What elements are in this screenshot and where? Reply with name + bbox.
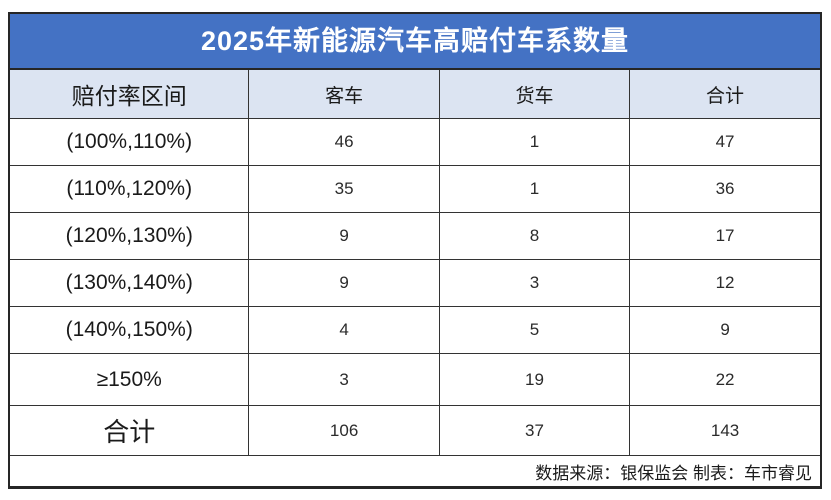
table-row: (120%,130%) 9 8 17 [10,212,820,260]
cell-truck: 3 [438,259,631,307]
source-row: 数据来源：银保监会 制表：车市睿见 [10,455,820,486]
cell-truck: 5 [438,306,631,354]
cell-bus: 9 [248,259,440,307]
cell-range: (140%,150%) [10,306,250,354]
cell-total: 36 [629,165,820,213]
total-row-total: 143 [629,405,820,456]
data-table: 赔付率区间 客车 货车 合计 (100%,110%) 46 1 47 (110%,120… [10,70,820,486]
cell-truck: 1 [438,165,631,213]
cell-total: 9 [629,306,820,354]
header-total: 合计 [629,70,820,119]
cell-range: (130%,140%) [10,259,250,307]
total-row-bus: 106 [248,405,440,456]
cell-total: 22 [629,353,820,406]
header-row: 赔付率区间 客车 货车 合计 [10,70,820,119]
header-bus: 客车 [248,70,440,119]
cell-range: ≥150% [10,353,250,406]
cell-range: (120%,130%) [10,212,250,260]
cell-total: 12 [629,259,820,307]
cell-bus: 3 [248,353,440,406]
table-row: (110%,120%) 35 1 36 [10,165,820,213]
cell-bus: 9 [248,212,440,260]
cell-total: 47 [629,118,820,166]
cell-bus: 35 [248,165,440,213]
table-row: (140%,150%) 4 5 9 [10,306,820,354]
cell-truck: 8 [438,212,631,260]
source-note: 数据来源：银保监会 制表：车市睿见 [10,455,820,486]
total-row-label: 合计 [10,405,250,456]
cell-truck: 1 [438,118,631,166]
table-title: 2025年新能源汽车高赔付车系数量 [10,14,820,70]
cell-total: 17 [629,212,820,260]
total-row: 合计 106 37 143 [10,405,820,456]
cell-range: (100%,110%) [10,118,250,166]
claims-table: 2025年新能源汽车高赔付车系数量 赔付率区间 客车 货车 合计 (100%,1… [8,12,822,489]
table-row: (100%,110%) 46 1 47 [10,118,820,166]
table-row: ≥150% 3 19 22 [10,353,820,406]
header-truck: 货车 [438,70,631,119]
header-claim-rate-range: 赔付率区间 [10,70,250,119]
cell-truck: 19 [438,353,631,406]
cell-bus: 46 [248,118,440,166]
table-row: (130%,140%) 9 3 12 [10,259,820,307]
cell-bus: 4 [248,306,440,354]
total-row-truck: 37 [438,405,631,456]
cell-range: (110%,120%) [10,165,250,213]
